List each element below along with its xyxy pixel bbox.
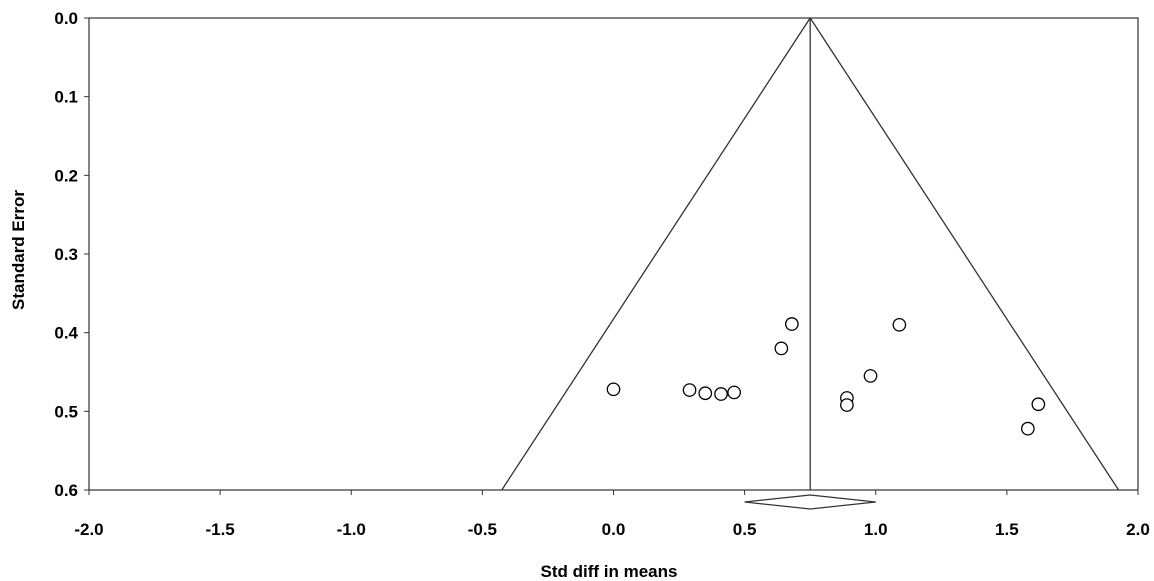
funnel-lines [501, 17, 1120, 491]
funnel-left-line [501, 17, 811, 491]
x-tick-label: 1.0 [864, 520, 888, 539]
x-tick-label: 1.5 [995, 520, 1019, 539]
study-point [727, 385, 741, 400]
y-tick-label: 0.6 [54, 481, 78, 500]
y-tick-label: 0.1 [54, 88, 78, 107]
x-tick-label: -0.5 [468, 520, 497, 539]
x-tick-label: 2.0 [1126, 520, 1150, 539]
study-point [892, 317, 907, 332]
y-tick-label: 0.5 [54, 402, 78, 421]
study-point [682, 383, 697, 397]
x-axis-title: Std diff in means [541, 562, 678, 581]
summary-diamond [744, 494, 876, 510]
y-tick-label: 0.3 [54, 245, 78, 264]
x-tick-label: 0.0 [602, 520, 626, 539]
x-tick-label: 0.5 [733, 520, 757, 539]
y-tick-label: 0.0 [54, 9, 78, 28]
y-axis-title: Standard Error [9, 190, 28, 310]
study-point [606, 382, 621, 397]
y-tick-label: 0.2 [54, 166, 78, 185]
study-point [774, 341, 789, 356]
study-point [863, 369, 878, 383]
axis-ticks: -2.0 -1.5 -1.0 -0.5 0.0 0.5 1.0 1.5 2.0 0.0 0.1 0.2… [54, 9, 1149, 539]
y-tick-label: 0.4 [54, 324, 78, 343]
x-tick-label: -2.0 [74, 520, 103, 539]
summary-diamond-group [744, 494, 876, 510]
study-point [1031, 397, 1046, 412]
study-point [698, 386, 713, 401]
study-points [606, 317, 1046, 436]
plot-frame [88, 17, 1139, 491]
funnel-right-line [809, 17, 1120, 491]
plot-area-border [88, 17, 1139, 491]
study-point [840, 398, 854, 412]
study-point [1021, 421, 1035, 436]
study-point [784, 317, 799, 331]
x-tick-label: -1.0 [337, 520, 366, 539]
study-point [714, 387, 728, 401]
x-tick-label: -1.5 [205, 520, 234, 539]
